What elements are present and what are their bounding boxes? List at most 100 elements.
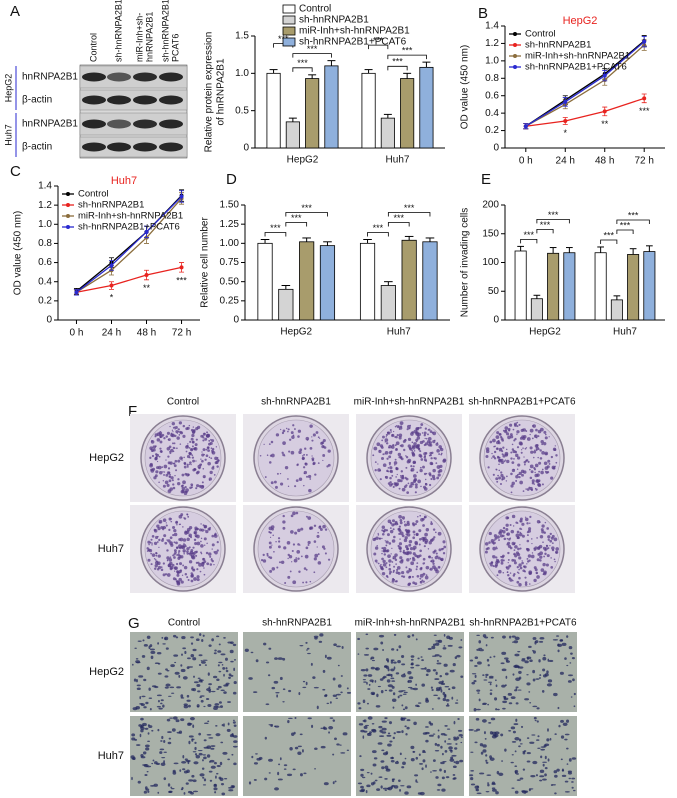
colony xyxy=(166,556,169,559)
colony xyxy=(415,486,418,489)
colony xyxy=(540,471,544,475)
row-label: Huh7 xyxy=(98,750,124,762)
blot-band xyxy=(133,73,157,82)
colony xyxy=(151,440,153,442)
invading-cell xyxy=(386,658,389,661)
colony xyxy=(399,550,401,552)
invading-cell xyxy=(411,655,415,658)
colony xyxy=(405,545,408,548)
bar xyxy=(628,254,639,320)
invading-cell xyxy=(490,656,492,658)
colony xyxy=(177,478,179,480)
invading-cell xyxy=(460,742,462,743)
colony xyxy=(155,456,157,458)
colony xyxy=(426,473,427,474)
invading-cell xyxy=(443,645,445,646)
colony xyxy=(418,427,419,428)
invading-cell xyxy=(165,687,169,689)
invading-cell xyxy=(203,706,205,707)
colony xyxy=(186,451,188,453)
invading-cell xyxy=(203,756,207,759)
colony xyxy=(416,441,417,442)
colony xyxy=(193,429,196,432)
significance-bracket xyxy=(265,233,286,237)
invading-cell xyxy=(514,689,517,691)
colony xyxy=(159,456,161,458)
invading-cell xyxy=(362,777,365,778)
colony xyxy=(150,553,152,555)
blot-band xyxy=(133,120,157,129)
invading-cell xyxy=(359,723,363,725)
invading-cell xyxy=(460,639,462,641)
invading-cell xyxy=(411,758,415,761)
point xyxy=(109,284,113,288)
invading-cell xyxy=(266,662,269,664)
colony xyxy=(499,450,500,451)
colony xyxy=(436,552,438,554)
invading-cell xyxy=(338,684,342,688)
colony xyxy=(419,544,421,546)
colony xyxy=(393,570,395,572)
invading-cell xyxy=(490,690,493,691)
bar xyxy=(611,300,622,320)
colony xyxy=(151,563,153,565)
colony xyxy=(387,554,391,558)
invading-cell xyxy=(233,735,238,738)
significance-label: *** xyxy=(524,230,535,240)
invading-cell xyxy=(160,740,162,742)
y-tick-label: 1.0 xyxy=(235,68,249,79)
colony xyxy=(410,558,412,560)
colony xyxy=(202,439,204,441)
colony xyxy=(411,450,413,452)
invading-cell xyxy=(231,785,234,788)
colony xyxy=(190,483,193,486)
invading-cell xyxy=(193,779,197,782)
invading-cell xyxy=(554,770,558,773)
invading-cell xyxy=(140,727,144,730)
invading-cell xyxy=(211,745,216,747)
invading-cell xyxy=(178,675,180,678)
colony xyxy=(545,434,547,436)
invading-cell xyxy=(220,689,224,691)
invading-cell xyxy=(526,674,528,675)
colony xyxy=(500,448,501,449)
colony xyxy=(314,473,316,475)
colony xyxy=(175,542,178,545)
invading-cell xyxy=(330,717,334,718)
invading-cell xyxy=(168,742,172,744)
invading-cell xyxy=(481,752,484,755)
invading-cell xyxy=(191,642,193,644)
y-tick-label: 0.8 xyxy=(38,238,52,249)
colony xyxy=(429,441,432,444)
invading-cell xyxy=(172,728,176,731)
colony xyxy=(535,435,537,437)
colony xyxy=(409,484,412,487)
colony xyxy=(195,529,197,531)
invading-cell xyxy=(136,662,140,663)
colony xyxy=(181,490,184,493)
colony xyxy=(374,538,376,540)
invading-cell xyxy=(186,782,189,784)
invading-cell xyxy=(448,738,451,739)
colony xyxy=(491,453,492,454)
invading-cell xyxy=(566,720,569,723)
colony xyxy=(551,456,553,458)
colony xyxy=(530,477,533,480)
colony xyxy=(273,551,275,553)
invading-cell xyxy=(145,744,150,747)
invading-cell xyxy=(216,706,220,707)
colony xyxy=(271,528,274,531)
invading-cell xyxy=(415,664,419,666)
invading-cell xyxy=(553,693,558,696)
point xyxy=(524,124,528,128)
colony xyxy=(387,432,390,435)
invading-cell xyxy=(374,757,378,759)
invading-cell xyxy=(303,773,306,775)
colony xyxy=(516,434,517,435)
colony xyxy=(521,523,524,526)
invading-cell xyxy=(256,659,259,662)
colony xyxy=(285,466,288,469)
invading-cell xyxy=(574,705,576,707)
invading-cell xyxy=(216,636,219,638)
invading-cell xyxy=(490,692,492,695)
